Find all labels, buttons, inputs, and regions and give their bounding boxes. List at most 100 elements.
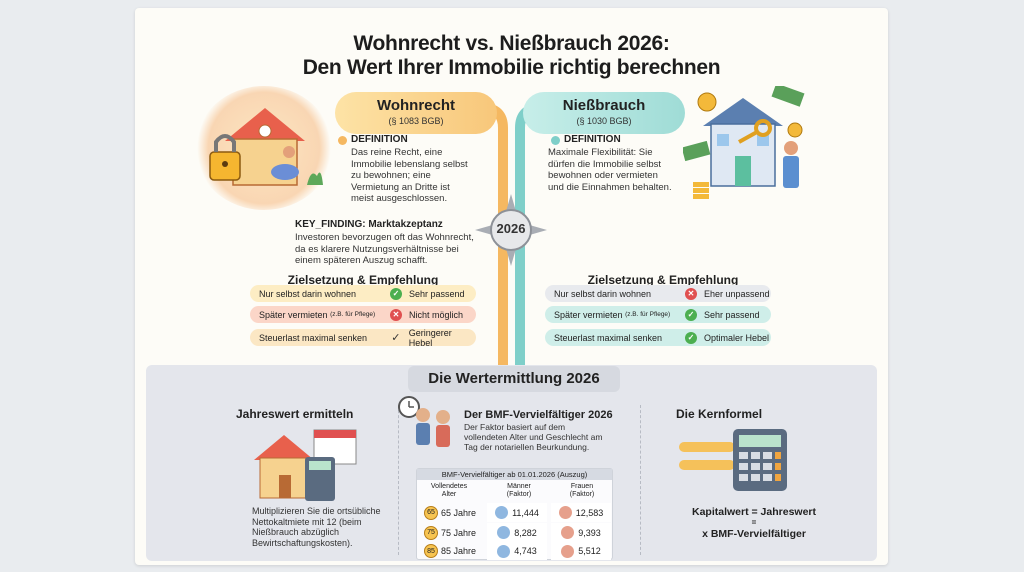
header-men-line2: (Faktor) bbox=[506, 491, 532, 498]
formula-heading: Die Kernformel bbox=[676, 407, 763, 421]
header-age: Vollendetes Alter bbox=[419, 483, 479, 499]
age-cell: 85 85 Jahre bbox=[417, 542, 483, 560]
bmf-line: Tag der notariellen Beurkundung. bbox=[464, 442, 590, 452]
wohnrecht-section: (§ 1083 BGB) bbox=[388, 116, 444, 126]
formula-equals: = bbox=[751, 518, 757, 527]
definition-line: dürfen die Immobilie selbst bbox=[548, 158, 661, 170]
women-value: 12,583 bbox=[575, 507, 604, 518]
women-cell: 12,583 bbox=[551, 503, 611, 522]
niessbrauch-title: Nießbrauch bbox=[562, 97, 646, 114]
annual-value-text: Multiplizieren Sie die ortsübliche Netto… bbox=[252, 506, 381, 548]
row-note: (z.B. für Pflege) bbox=[625, 311, 671, 318]
valuation-heading: Die Wertermittlung 2026 bbox=[408, 366, 620, 392]
definition-line: Maximale Flexibilität: Sie bbox=[548, 147, 653, 158]
definition-bullet bbox=[551, 136, 560, 145]
age-text: 65 Jahre bbox=[440, 507, 477, 518]
equals-bar-bottom bbox=[679, 460, 735, 470]
row-label: Steuerlast maximal senken bbox=[554, 332, 663, 343]
key-finding-text: Investoren bevorzugen oft das Wohnrecht,… bbox=[295, 232, 474, 267]
men-cell: 4,743 bbox=[487, 542, 547, 560]
key-finding-heading: KEY_FINDING: Marktakzeptanz bbox=[295, 219, 443, 230]
divider bbox=[640, 405, 641, 555]
row-label: Später vermieten bbox=[554, 309, 623, 320]
definition-line: und die Einnahmen behalten. bbox=[548, 181, 672, 193]
bmf-table-caption: BMF-Vervielfältiger ab 01.01.2026 (Auszu… bbox=[417, 469, 612, 480]
header-women: Frauen (Faktor) bbox=[552, 483, 612, 499]
equals-bar-top bbox=[679, 442, 735, 452]
wohnrecht-definition-heading: DEFINITION bbox=[351, 134, 408, 145]
niessbrauch-section: (§ 1030 BGB) bbox=[576, 116, 632, 126]
x-circle-icon: ✕ bbox=[685, 287, 697, 300]
valuation-panel: Die Wertermittlung 2026 Jahreswert ermit… bbox=[146, 365, 877, 561]
right-row-2: Später vermieten (z.B. für Pflege) ✓ Sehr… bbox=[545, 306, 771, 323]
check-circle-icon: ✓ bbox=[685, 331, 697, 344]
bmf-line: Der Faktor basiert auf dem bbox=[464, 422, 566, 432]
row-result: ✓ Geringerer Hebel bbox=[390, 328, 476, 348]
annual-value-line: Bewirtschaftungskosten). bbox=[252, 537, 353, 548]
row-label: Später vermieten bbox=[259, 309, 328, 320]
row-result: ✓ Sehr passend bbox=[390, 287, 465, 300]
formula-line1: Kapitalwert = Jahreswert bbox=[691, 506, 816, 518]
man-avatar-icon bbox=[497, 544, 511, 558]
header-men: Männer (Faktor) bbox=[489, 483, 549, 499]
row-result: ✓ Sehr passend bbox=[685, 308, 760, 321]
women-cell: 9,393 bbox=[551, 523, 611, 542]
definition-line: meist ausgeschlossen. bbox=[351, 193, 448, 204]
women-value: 9,393 bbox=[578, 527, 601, 538]
bmf-table-header: Vollendetes Alter Männer (Faktor) Frauen (F… bbox=[417, 481, 612, 501]
age-cell: 75 75 Jahre bbox=[417, 523, 483, 542]
definition-line: zu bewohnen; eine bbox=[351, 170, 431, 181]
key-finding-line: einem späteren Auszug schafft. bbox=[295, 255, 428, 266]
left-row-2: Später vermieten (z.B. für Pflege) ✕ Nich… bbox=[250, 306, 476, 323]
row-label: Nur selbst darin wohnen bbox=[259, 288, 357, 299]
house-calculator-icon bbox=[254, 429, 357, 501]
title-line2: Den Wert Ihrer Immobilie richtig berechn… bbox=[302, 56, 721, 79]
woman-avatar-icon bbox=[558, 506, 572, 519]
header-men-line1: Männer bbox=[507, 483, 531, 490]
annual-value-heading: Jahreswert ermitteln bbox=[236, 407, 354, 421]
house-key-money-icon bbox=[681, 83, 805, 199]
men-cell: 8,282 bbox=[487, 523, 547, 542]
header-age-line2: Alter bbox=[441, 491, 457, 498]
age-text: 75 Jahre bbox=[440, 527, 477, 538]
table-row: 75 75 Jahre 8,282 9,393 bbox=[417, 523, 612, 542]
age-badge: 85 bbox=[423, 544, 438, 558]
age-badge: 65 bbox=[423, 505, 438, 520]
annual-value-line: Multiplizieren Sie die ortsübliche bbox=[252, 506, 381, 516]
bmf-heading: Der BMF-Vervielfältiger 2026 bbox=[464, 409, 613, 421]
wohnrecht-tag: Wohnrecht (§ 1083 BGB) bbox=[335, 92, 497, 134]
left-row-1: Nur selbst darin wohnen ✓ Sehr passend bbox=[250, 285, 476, 302]
man-avatar-icon bbox=[495, 506, 509, 519]
right-row-3: Steuerlast maximal senken ✓ Optimaler Heb… bbox=[545, 329, 771, 346]
niessbrauch-definition-heading: DEFINITION bbox=[564, 134, 621, 145]
right-row-1: Nur selbst darin wohnen ✕ Eher unpassend bbox=[545, 285, 771, 302]
header-age-line1: Vollendetes bbox=[430, 483, 468, 490]
x-circle-icon: ✕ bbox=[390, 308, 402, 321]
women-value: 5,512 bbox=[578, 546, 601, 556]
niessbrauch-illustration bbox=[681, 83, 813, 210]
elderly-couple-icon bbox=[398, 396, 450, 447]
woman-avatar-icon bbox=[561, 526, 575, 539]
women-cell: 5,512 bbox=[551, 542, 611, 560]
annual-value-line: Nießbrauch abzüglich bbox=[252, 527, 340, 537]
niessbrauch-tag: Nießbrauch (§ 1030 BGB) bbox=[523, 92, 685, 134]
infographic-card: Wohnrecht vs. Nießbrauch 2026: Den Wert … bbox=[135, 8, 888, 565]
table-row: 65 65 Jahre 11,444 12,583 bbox=[417, 503, 612, 522]
row-result: ✓ Optimaler Hebel bbox=[685, 331, 769, 344]
row-result: ✕ Nicht möglich bbox=[390, 308, 463, 321]
annual-value-line: Nettokaltmiete mit 12 (beim bbox=[252, 516, 362, 527]
row-label: Nur selbst darin wohnen bbox=[554, 288, 652, 299]
year-badge-text: 2026 bbox=[496, 221, 526, 236]
age-cell: 65 65 Jahre bbox=[417, 503, 483, 522]
age-badge: 75 bbox=[423, 525, 438, 540]
men-cell: 11,444 bbox=[487, 503, 547, 522]
bmf-line: vollendeten Alter und Geschlecht am bbox=[464, 432, 603, 442]
divider bbox=[398, 405, 399, 555]
key-finding-line: Investoren bevorzugen oft das Wohnrecht, bbox=[295, 232, 474, 243]
wohnrecht-illustration bbox=[195, 86, 333, 210]
row-result: ✕ Eher unpassend bbox=[685, 287, 770, 300]
row-result-text: Sehr passend bbox=[409, 288, 465, 299]
men-value: 11,444 bbox=[512, 507, 539, 518]
wohnrecht-definition-text: Das reine Recht, eine Immobilie lebensla… bbox=[351, 147, 468, 205]
year-compass-badge bbox=[475, 194, 547, 266]
